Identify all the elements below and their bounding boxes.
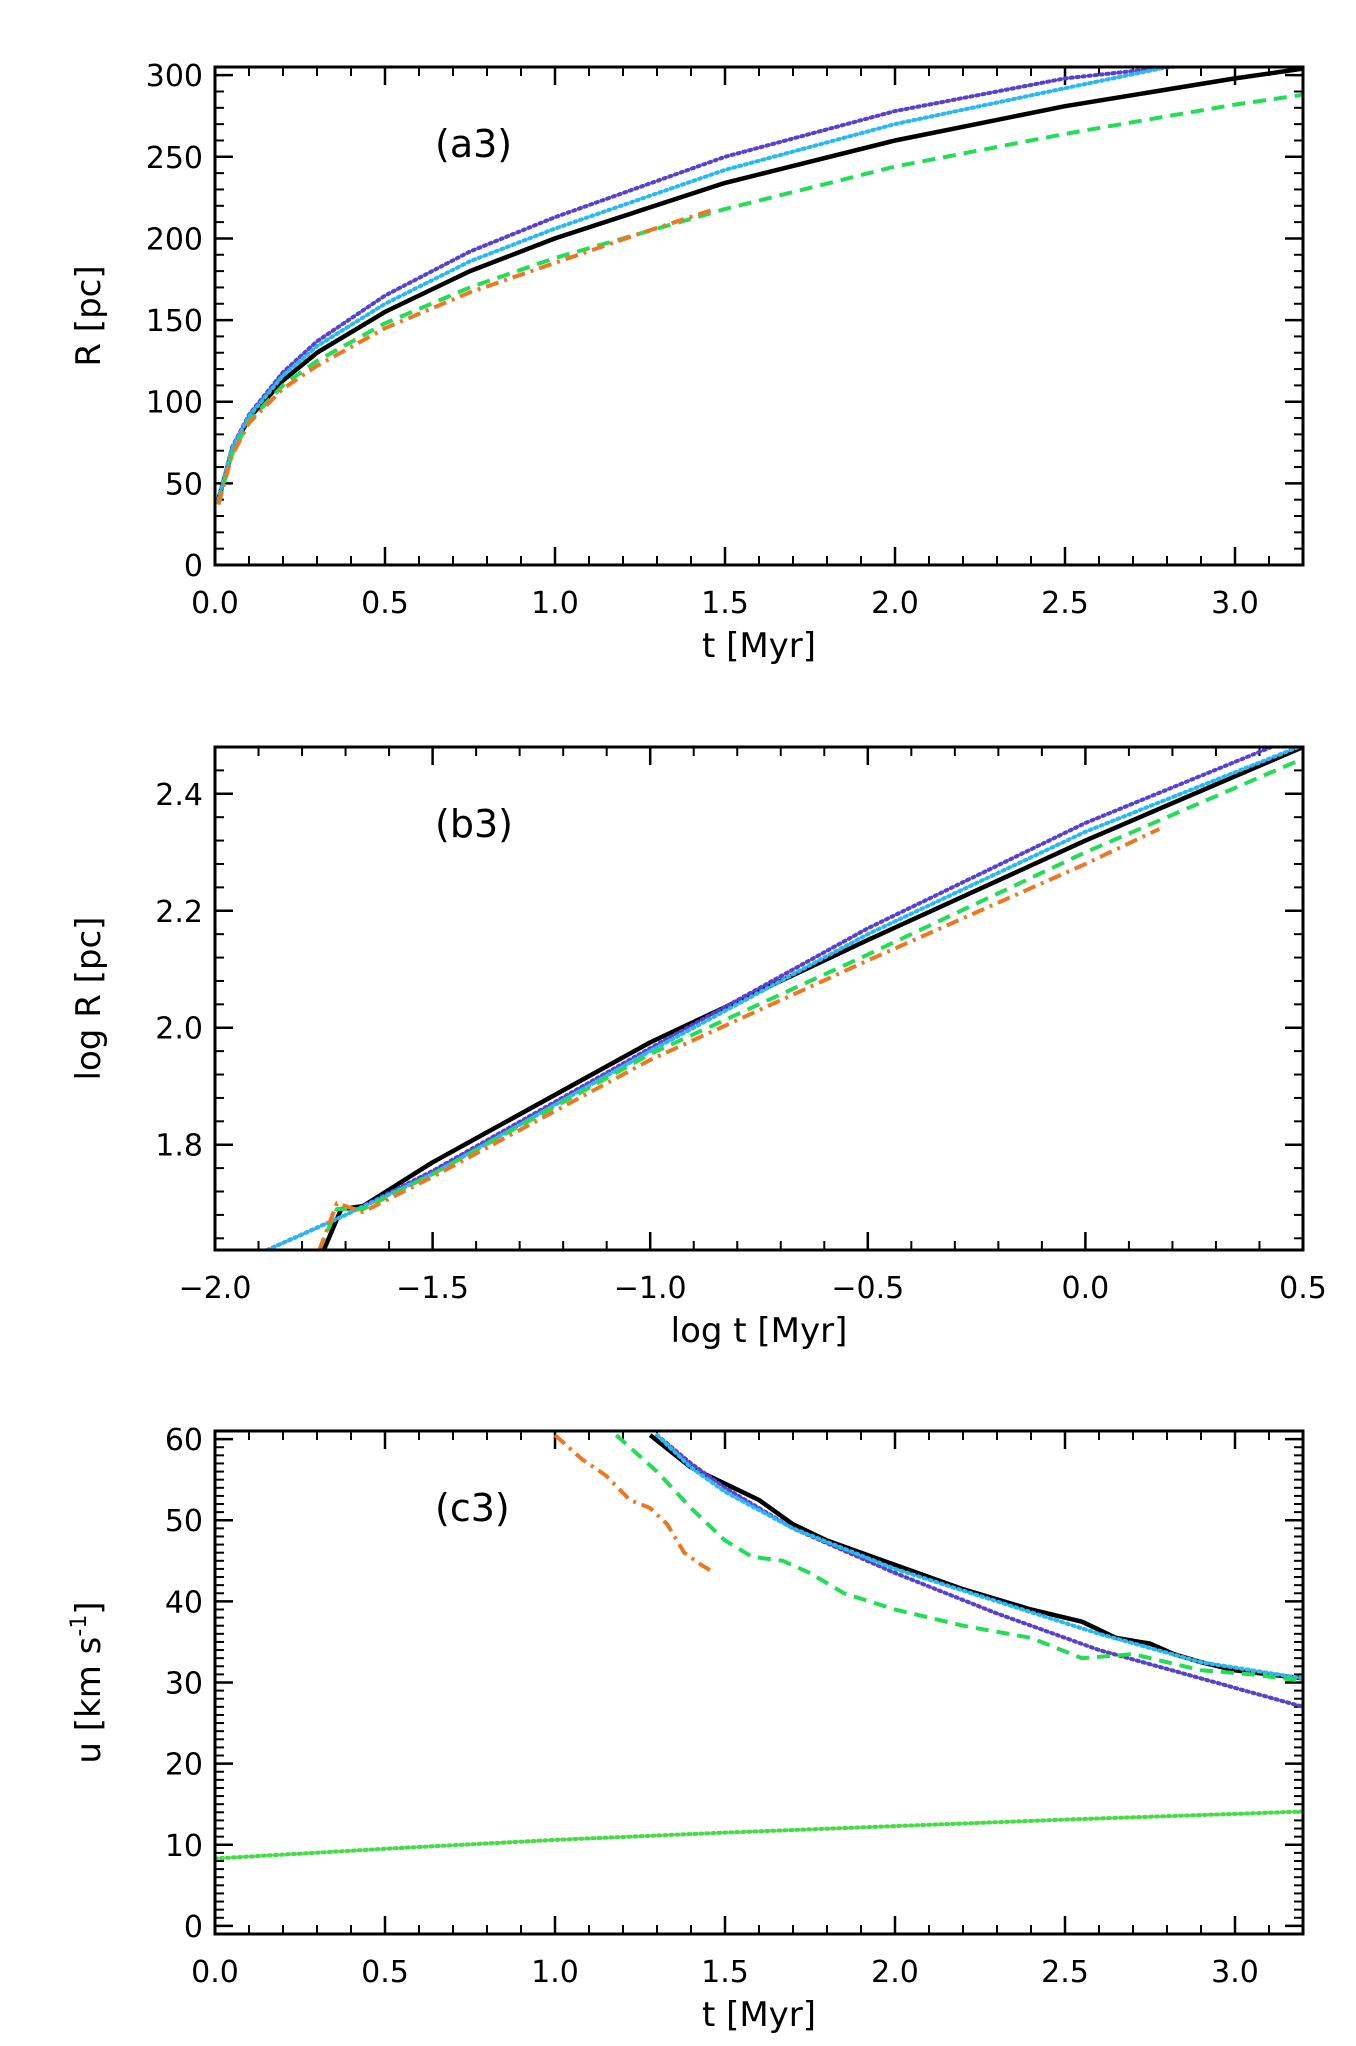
- series-line-lightgreen-dotted: [215, 1809, 1303, 1861]
- axes-frame: [213, 65, 1305, 567]
- y-tick-label: 2.2: [155, 895, 203, 930]
- y-tick-label: 0: [184, 549, 203, 584]
- panel-label: (a3): [435, 122, 512, 166]
- series-line-purple-dotted: [216, 67, 1190, 502]
- axes-frame: [213, 1429, 1305, 1936]
- y-tick-label: 50: [165, 467, 203, 502]
- series-group: [216, 67, 1303, 506]
- y-tick-label: 30: [165, 1667, 203, 1702]
- y-axis-label-main: u [km s: [69, 1637, 109, 1764]
- y-tick-label: 1.8: [155, 1129, 203, 1164]
- x-tick-label: 3.0: [1211, 586, 1259, 621]
- panel-c3: 0.0 0.5 1.0 1.5 2.0 2.5 3.0 0 10 20 30 40 50 60 (c3) t …: [67, 1423, 1305, 2035]
- y-tick-label: 200: [146, 222, 203, 257]
- x-tick-label: 1.5: [701, 586, 749, 621]
- x-tick-label: 3.0: [1211, 1955, 1259, 1990]
- series-group: [265, 747, 1303, 1250]
- y-axis-label-end: ]: [69, 1601, 109, 1614]
- panel-label: (c3): [435, 1486, 510, 1530]
- y-axis-label: R [pc]: [69, 265, 109, 366]
- x-tick-label: 1.0: [531, 586, 579, 621]
- y-tick-label: 10: [165, 1829, 203, 1864]
- x-tick-label: 0.5: [361, 1955, 409, 1990]
- y-tick-label: 60: [165, 1423, 203, 1458]
- series-line-orange-dashdot: [553, 1433, 716, 1575]
- x-tick-label: 2.0: [871, 586, 919, 621]
- x-tick-label: 0.5: [361, 586, 409, 621]
- y-tick-label: 2.4: [155, 778, 203, 813]
- x-tick-label: −1.0: [614, 1271, 687, 1306]
- y-tick-label: 150: [146, 304, 203, 339]
- x-axis-label: t [Myr]: [702, 1995, 816, 2035]
- x-tick-label: 1.0: [531, 1955, 579, 1990]
- series-group: [215, 1433, 1303, 1861]
- series-line-black-solid: [648, 1433, 1303, 1681]
- x-tick-label: 0.0: [191, 1955, 239, 1990]
- x-axis-label: t [Myr]: [702, 626, 816, 666]
- y-tick-label: 50: [165, 1504, 203, 1539]
- y-axis-label-sup: -1: [67, 1615, 92, 1637]
- y-tick-label: 250: [146, 141, 203, 176]
- y-tick-label: 2.0: [155, 1012, 203, 1047]
- x-axis-label: log t [Myr]: [671, 1311, 848, 1351]
- series-line-orange-dashdot: [216, 207, 716, 506]
- panel-label: (b3): [435, 802, 513, 846]
- series-line-green-dashed: [317, 756, 1303, 1250]
- x-tick-label: −2.0: [179, 1271, 252, 1306]
- y-axis-label: u [km s-1]: [67, 1601, 109, 1763]
- series-line-cyan-dotted: [265, 747, 1301, 1250]
- y-tick-label: 0: [184, 1910, 203, 1945]
- x-tick-label: −0.5: [831, 1271, 904, 1306]
- axes-frame: [213, 745, 1305, 1252]
- series-line-orange-dashdot: [317, 827, 1161, 1250]
- series-line-black-solid: [216, 67, 1303, 501]
- y-axis-label: log R [pc]: [69, 917, 109, 1081]
- x-tick-label: 0.0: [191, 586, 239, 621]
- x-tick-label: 0.0: [1062, 1271, 1110, 1306]
- x-tick-label: −1.5: [396, 1271, 469, 1306]
- x-tick-label: 1.5: [701, 1955, 749, 1990]
- y-tick-label: 100: [146, 386, 203, 421]
- series-line-purple-dotted: [655, 1433, 1303, 1709]
- y-tick-label: 20: [165, 1748, 203, 1783]
- series-line-cyan-dotted: [216, 67, 1163, 502]
- y-tick-label: 40: [165, 1585, 203, 1620]
- panel-b3: −2.0 −1.5 −1.0 −0.5 0.0 0.5 1.8 2.0 2.2 2.4 (b3) lo…: [69, 745, 1327, 1351]
- series-line-cyan-dotted: [655, 1433, 1303, 1681]
- series-line-green-dashed: [614, 1433, 1303, 1683]
- y-tick-label: 300: [146, 59, 203, 94]
- panel-a3: 0.0 0.5 1.0 1.5 2.0 2.5 3.0 0 50 100 150 200 250 300 (…: [69, 59, 1305, 666]
- x-tick-label: 0.5: [1279, 1271, 1327, 1306]
- x-tick-label: 2.5: [1041, 586, 1089, 621]
- x-tick-label: 2.5: [1041, 1955, 1089, 1990]
- x-tick-label: 2.0: [871, 1955, 919, 1990]
